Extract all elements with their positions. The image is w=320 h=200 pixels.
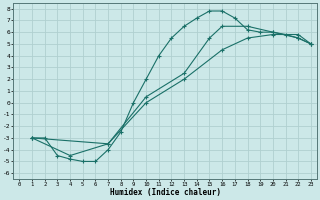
X-axis label: Humidex (Indice chaleur): Humidex (Indice chaleur) [110,188,220,197]
